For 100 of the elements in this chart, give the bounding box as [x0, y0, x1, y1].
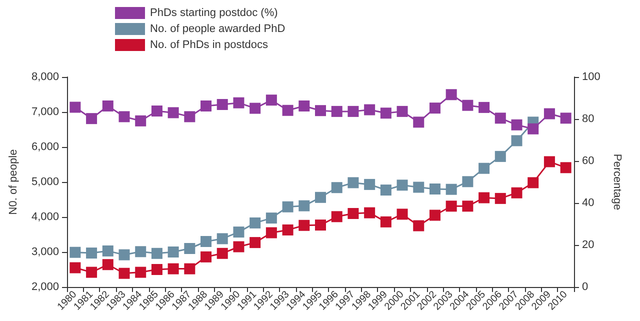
point	[413, 182, 424, 193]
point	[315, 192, 326, 203]
point	[135, 115, 146, 126]
point	[168, 246, 179, 258]
y-tick-label: 7,000	[31, 106, 59, 118]
point	[298, 220, 310, 231]
point	[331, 106, 342, 117]
point	[544, 156, 555, 168]
point	[184, 243, 196, 254]
point	[118, 249, 130, 260]
point	[413, 116, 424, 128]
point	[462, 176, 474, 188]
point	[446, 200, 457, 212]
point	[462, 200, 474, 212]
point	[560, 112, 572, 124]
point	[282, 104, 294, 116]
point	[216, 99, 228, 110]
point	[135, 266, 146, 278]
point	[478, 162, 490, 174]
point	[315, 220, 326, 231]
point	[446, 89, 457, 100]
point	[282, 224, 294, 236]
point	[200, 100, 212, 112]
y2-tick-label: 80	[582, 113, 594, 125]
y-tick-label: 5,000	[31, 176, 59, 188]
point	[151, 264, 162, 275]
point	[70, 262, 81, 274]
point	[348, 177, 359, 188]
y2-tick-label: 0	[582, 281, 588, 293]
y-tick-label: 6,000	[31, 141, 59, 153]
point	[528, 123, 539, 134]
point	[151, 248, 162, 259]
point	[216, 248, 228, 259]
point	[298, 100, 310, 112]
point	[70, 246, 81, 258]
point	[560, 162, 572, 174]
point	[544, 108, 555, 120]
point	[364, 207, 376, 218]
point	[86, 248, 98, 259]
point	[396, 208, 408, 220]
point	[216, 233, 228, 244]
y-tick-label: 4,000	[31, 211, 59, 223]
point	[200, 236, 212, 247]
point	[250, 237, 261, 248]
point	[266, 227, 277, 238]
point	[396, 180, 408, 191]
point	[478, 192, 490, 204]
point	[348, 106, 359, 117]
point	[118, 268, 130, 279]
point	[478, 102, 490, 113]
point	[494, 112, 506, 124]
point	[135, 246, 146, 258]
point	[266, 212, 277, 224]
y-tick-label: 8,000	[31, 71, 59, 83]
point	[233, 97, 244, 108]
point	[364, 104, 376, 116]
y2-tick-label: 20	[582, 239, 594, 251]
point	[494, 192, 506, 204]
point	[250, 217, 261, 228]
point	[429, 210, 440, 221]
point	[250, 102, 261, 114]
legend-label: PhDs starting postdoc (%)	[150, 7, 278, 19]
point	[429, 184, 440, 194]
point	[331, 211, 342, 222]
point	[102, 259, 114, 270]
point	[70, 102, 81, 113]
point	[266, 94, 277, 106]
point	[511, 135, 522, 146]
point	[282, 201, 294, 212]
point	[511, 187, 522, 198]
point	[184, 263, 196, 274]
point	[86, 266, 98, 278]
y2-tick-label: 100	[582, 71, 600, 83]
point	[446, 184, 457, 195]
point	[200, 251, 212, 262]
point	[380, 216, 392, 228]
point	[396, 106, 408, 117]
point	[462, 100, 474, 111]
point	[102, 245, 114, 256]
point	[233, 226, 244, 238]
point	[380, 108, 392, 119]
point	[315, 105, 326, 116]
point	[233, 241, 244, 252]
point	[86, 113, 98, 124]
point	[494, 150, 506, 162]
y-axis-title: N0. of people	[8, 149, 20, 215]
legend-label: No. of PhDs in postdocs	[150, 39, 269, 51]
y2-tick-label: 60	[582, 155, 594, 167]
y2-tick-label: 40	[582, 197, 594, 209]
point	[118, 111, 130, 122]
point	[331, 182, 342, 194]
point	[168, 107, 179, 118]
point	[184, 111, 196, 122]
point	[151, 106, 162, 117]
point	[511, 119, 522, 130]
point	[168, 263, 179, 274]
y-tick-label: 3,000	[31, 246, 59, 258]
point	[380, 184, 392, 196]
y2-axis-title: Percentage	[610, 154, 623, 210]
point	[413, 220, 424, 232]
